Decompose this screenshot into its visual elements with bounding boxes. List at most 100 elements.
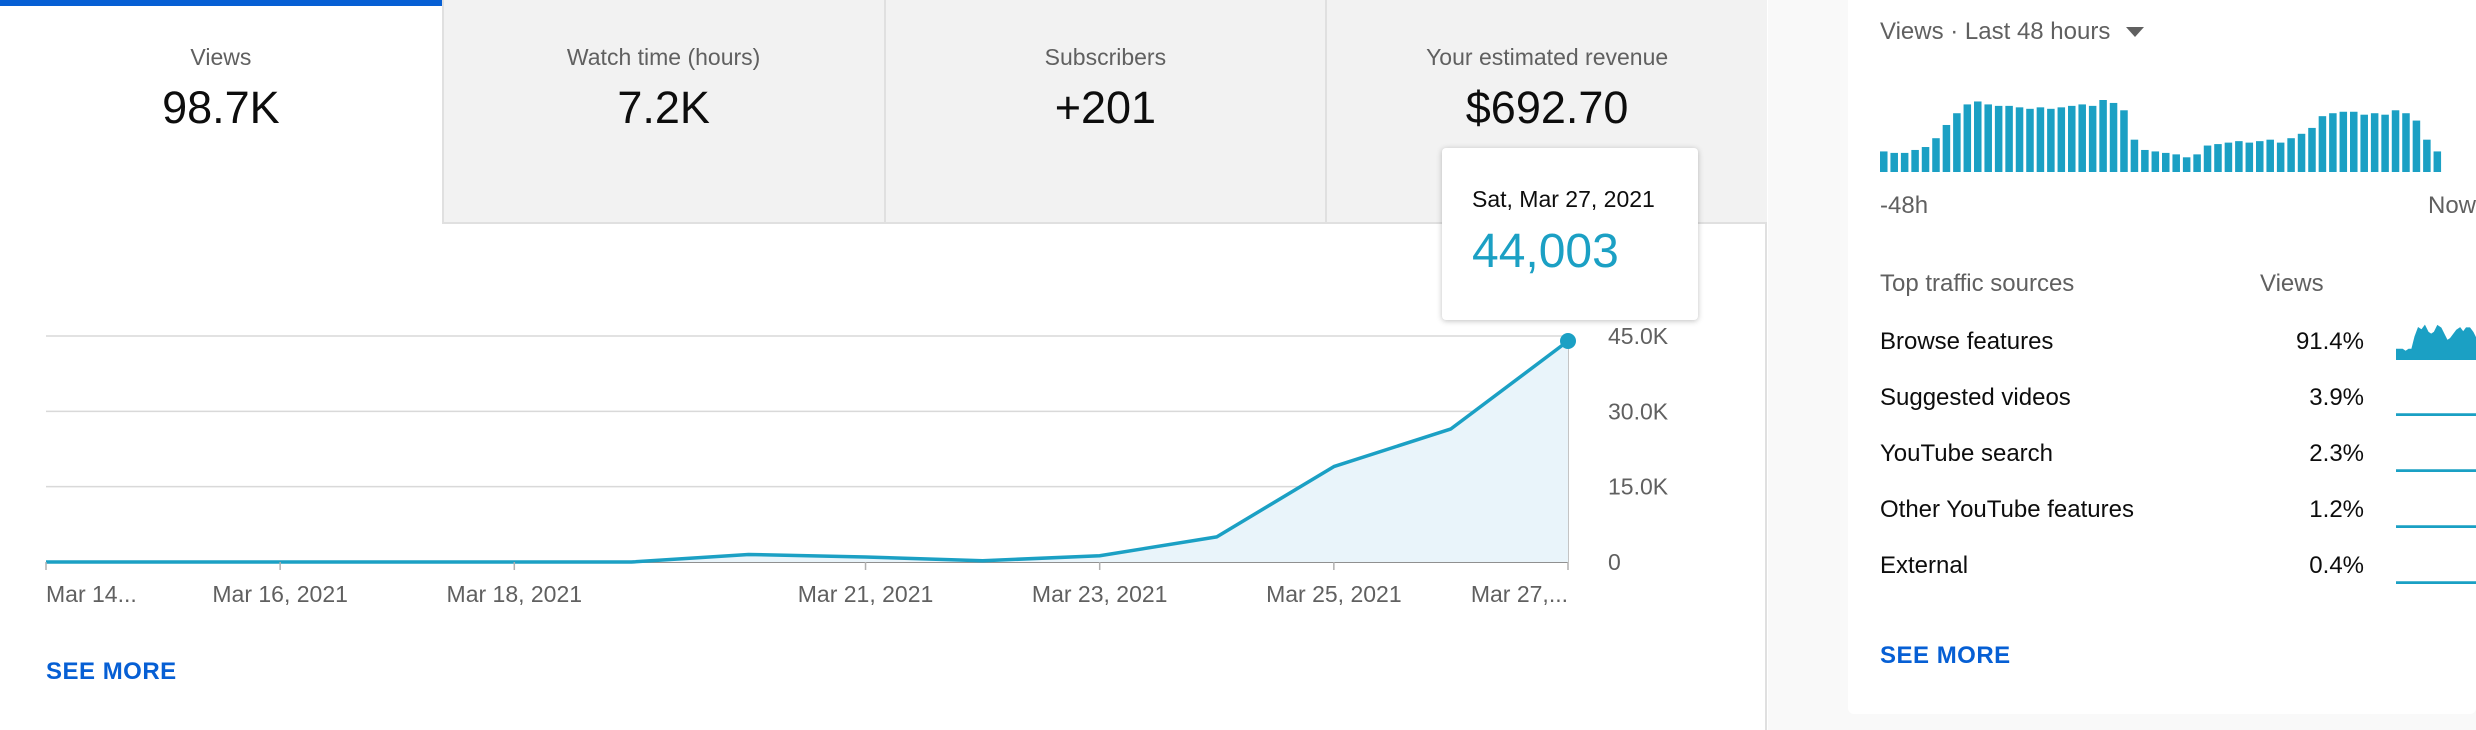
sparkline-path bbox=[2396, 469, 2476, 472]
realtime-bar bbox=[2350, 111, 2358, 172]
realtime-bar bbox=[2318, 116, 2327, 172]
tab-views[interactable]: Views 98.7K bbox=[0, 0, 442, 224]
traffic-source-name: Other YouTube features bbox=[1880, 496, 2134, 523]
traffic-sparkline bbox=[2396, 525, 2476, 528]
realtime-bar bbox=[2214, 144, 2222, 172]
see-more-traffic-link[interactable]: SEE MORE bbox=[1880, 642, 2011, 669]
y-tick-label: 15.0K bbox=[1608, 474, 1669, 500]
traffic-source-pct: 0.4% bbox=[2309, 552, 2364, 579]
x-tick-label: Mar 18, 2021 bbox=[447, 581, 583, 607]
traffic-row-browse: Browse features 91.4% bbox=[1880, 324, 2476, 364]
sparkline-path bbox=[2396, 413, 2476, 416]
tab-subscribers[interactable]: Subscribers +201 bbox=[883, 0, 1326, 224]
tab-revenue-value: $692.70 bbox=[1465, 82, 1629, 133]
x-tick-label: Mar 14... bbox=[46, 581, 137, 607]
realtime-bar bbox=[2256, 141, 2264, 172]
tab-subscribers-label: Subscribers bbox=[1044, 44, 1167, 70]
tab-views-label: Views bbox=[190, 44, 252, 70]
see-more-link[interactable]: SEE MORE bbox=[46, 658, 177, 685]
analytics-card: Views 98.7K Watch time (hours) 7.2K Subs… bbox=[0, 0, 1767, 730]
realtime-bar bbox=[2339, 111, 2348, 172]
realtime-bar bbox=[2182, 157, 2191, 172]
sparkline-path bbox=[2396, 581, 2476, 584]
traffic-source-pct: 1.2% bbox=[2309, 496, 2364, 523]
x-tick-label: Mar 21, 2021 bbox=[798, 581, 934, 607]
realtime-bar bbox=[2015, 107, 2024, 172]
realtime-bar bbox=[2005, 105, 2013, 172]
realtime-bar bbox=[2088, 105, 2097, 172]
realtime-bar bbox=[2287, 138, 2295, 172]
realtime-bar bbox=[2057, 107, 2066, 172]
realtime-bar bbox=[2109, 102, 2118, 172]
realtime-bar bbox=[2162, 152, 2170, 172]
traffic-source-name: Browse features bbox=[1880, 328, 2054, 355]
area-fill bbox=[46, 341, 1568, 562]
realtime-bar bbox=[2068, 105, 2076, 172]
x-tick-label: Mar 23, 2021 bbox=[1032, 581, 1168, 607]
realtime-bar bbox=[2402, 113, 2410, 172]
traffic-source-name: External bbox=[1880, 552, 1969, 579]
chart-tooltip: Sat, Mar 27, 2021 44,003 bbox=[1442, 148, 1698, 320]
x-tick-label: Mar 25, 2021 bbox=[1266, 581, 1402, 607]
traffic-row-search: YouTube search 2.3% bbox=[1880, 436, 2476, 476]
traffic-source-name: Suggested videos bbox=[1880, 384, 2071, 411]
caret-down-icon bbox=[2126, 27, 2145, 37]
realtime-bar bbox=[2047, 108, 2055, 172]
tab-views-value: 98.7K bbox=[162, 82, 280, 133]
realtime-bar bbox=[2141, 149, 2149, 172]
views-line-chart: 0 15.0K 30.0K 45.0K Mar 14... Mar 16, 2021 Mar… bbox=[45, 323, 1669, 607]
realtime-bar bbox=[1984, 104, 1992, 172]
sparkline-path bbox=[2396, 525, 2476, 528]
realtime-bar bbox=[2329, 113, 2337, 172]
realtime-bar bbox=[2120, 110, 2128, 172]
y-tick-label: 0 bbox=[1608, 549, 1621, 575]
tab-watch-time[interactable]: Watch time (hours) 7.2K bbox=[441, 0, 884, 224]
realtime-bar bbox=[2391, 110, 2400, 172]
traffic-sparkline bbox=[2396, 413, 2476, 416]
realtime-bar bbox=[2193, 154, 2201, 172]
tab-subscribers-value: +201 bbox=[1054, 82, 1157, 133]
realtime-card: Views · Last 48 hours -48h Now Top traff… bbox=[1848, 0, 2476, 714]
realtime-bar bbox=[2433, 151, 2442, 172]
traffic-row-external: External 0.4% bbox=[1880, 548, 2476, 588]
realtime-bar bbox=[2130, 139, 2139, 172]
realtime-bar bbox=[2297, 133, 2306, 172]
data-point bbox=[1560, 333, 1576, 350]
time-range-label: Views · Last 48 hours bbox=[1880, 18, 2111, 45]
traffic-sparkline bbox=[2396, 581, 2476, 584]
traffic-row-suggested: Suggested videos 3.9% bbox=[1880, 380, 2476, 420]
traffic-source-pct: 2.3% bbox=[2309, 440, 2364, 467]
tooltip-date: Sat, Mar 27, 2021 bbox=[1472, 186, 1655, 212]
realtime-bar bbox=[1994, 105, 2003, 172]
traffic-sparkline bbox=[2396, 324, 2476, 360]
series-line bbox=[46, 339, 1570, 564]
tab-revenue-label: Your estimated revenue bbox=[1426, 44, 1669, 70]
x-tick-label: Mar 16, 2021 bbox=[212, 581, 348, 607]
realtime-bar bbox=[2370, 113, 2379, 172]
realtime-bar bbox=[1890, 152, 1898, 172]
realtime-bar bbox=[1880, 151, 1888, 172]
realtime-axis-start: -48h bbox=[1880, 192, 1929, 219]
traffic-source-pct: 3.9% bbox=[2309, 384, 2364, 411]
realtime-bar bbox=[1942, 124, 1951, 172]
realtime-bar bbox=[1974, 101, 1982, 172]
time-range-dropdown[interactable]: Views · Last 48 hours bbox=[1880, 18, 2145, 46]
y-tick-label: 45.0K bbox=[1608, 323, 1669, 349]
realtime-bar bbox=[1932, 138, 1940, 172]
realtime-bar bbox=[2078, 104, 2086, 172]
realtime-bar bbox=[2099, 100, 2107, 172]
realtime-bar bbox=[2276, 142, 2285, 172]
realtime-bar bbox=[2423, 139, 2431, 172]
realtime-bar bbox=[1963, 104, 1972, 172]
traffic-views-header: Views bbox=[2260, 270, 2324, 297]
realtime-bar bbox=[2308, 127, 2316, 172]
traffic-source-name: YouTube search bbox=[1880, 440, 2054, 467]
x-tick-label: Mar 27,... bbox=[1471, 581, 1568, 607]
traffic-sparkline bbox=[2396, 469, 2476, 472]
realtime-axis-end: Now bbox=[2427, 192, 2476, 219]
realtime-bar bbox=[1953, 113, 1961, 172]
realtime-bar bbox=[1900, 152, 1909, 172]
realtime-bar bbox=[1921, 147, 1930, 172]
realtime-bar bbox=[2360, 114, 2368, 172]
realtime-bar bbox=[2026, 108, 2034, 172]
